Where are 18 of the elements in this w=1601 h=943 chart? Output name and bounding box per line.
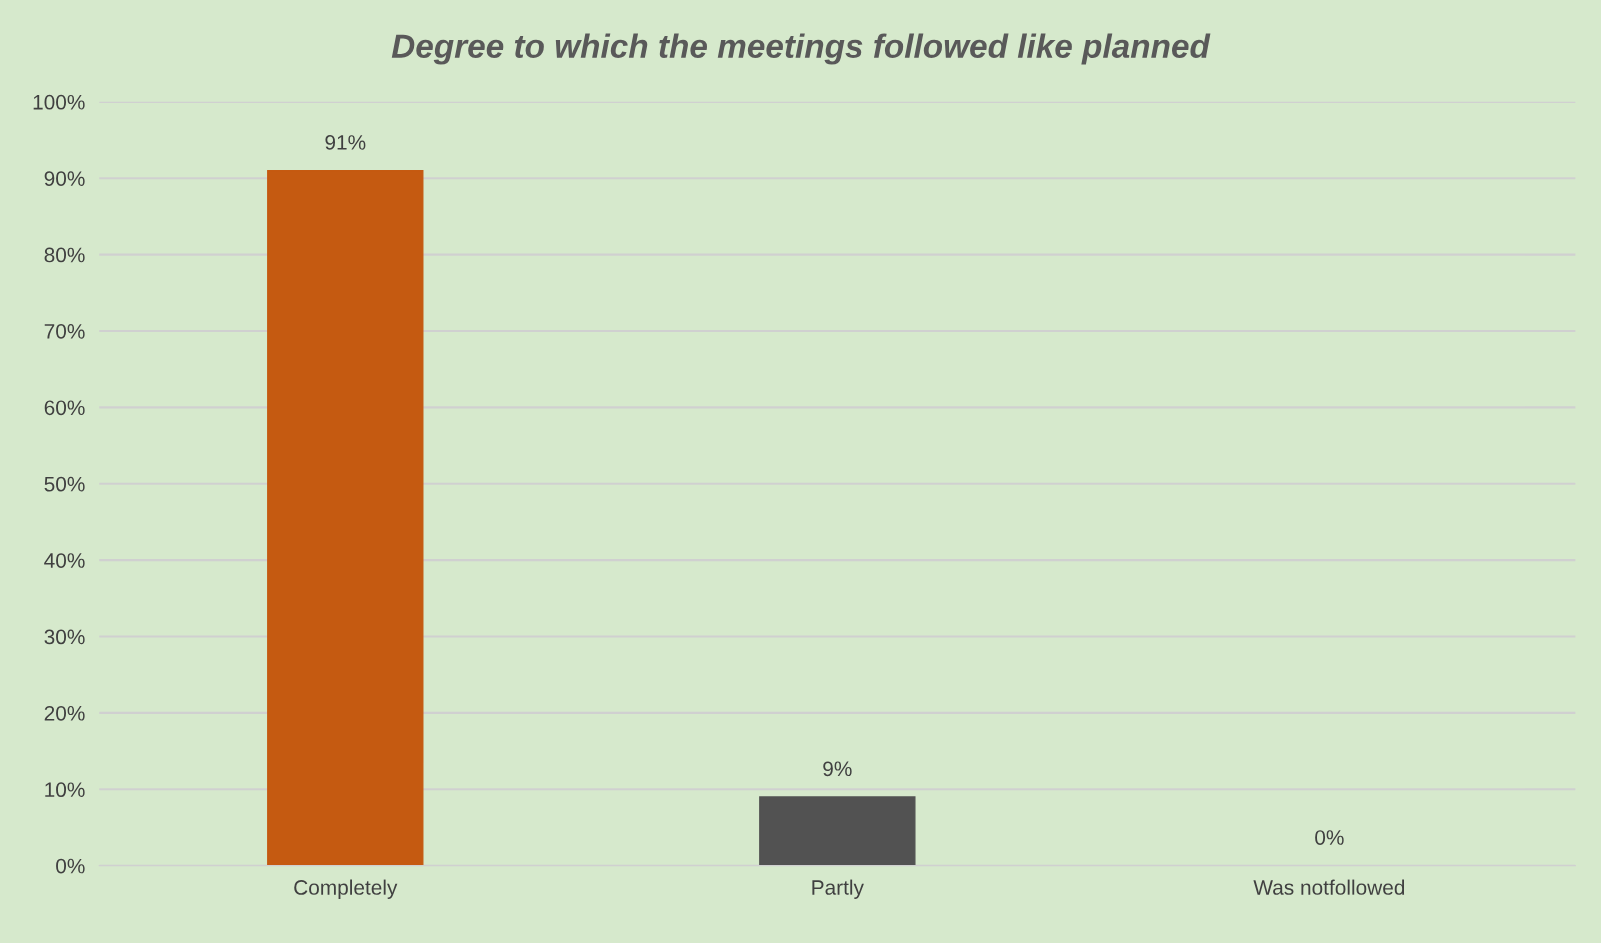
data-label: 9% [823, 761, 852, 777]
y-tick-label: 60% [44, 400, 85, 416]
y-tick-label: 50% [44, 476, 85, 492]
chart-title: Degree to which the meetings followed like planned [391, 33, 1211, 65]
data-label: 0% [1315, 830, 1344, 845]
y-tick-label: 30% [44, 629, 85, 645]
y-tick-label: 10% [45, 782, 85, 798]
y-tick-label: 0% [56, 858, 85, 874]
y-tick-label: 40% [44, 553, 85, 568]
data-label: 91% [325, 135, 366, 150]
y-tick-label: 90% [44, 171, 85, 186]
y-tick-label: 100% [33, 94, 85, 110]
x-tick-label: Partly [812, 879, 864, 899]
x-tick-label: Completely [294, 879, 398, 899]
y-tick-label: 80% [44, 247, 85, 263]
y-tick-label: 70% [44, 323, 85, 339]
x-tick-label: Was notfollowed [1253, 879, 1405, 895]
y-tick-label: 20% [44, 705, 85, 721]
